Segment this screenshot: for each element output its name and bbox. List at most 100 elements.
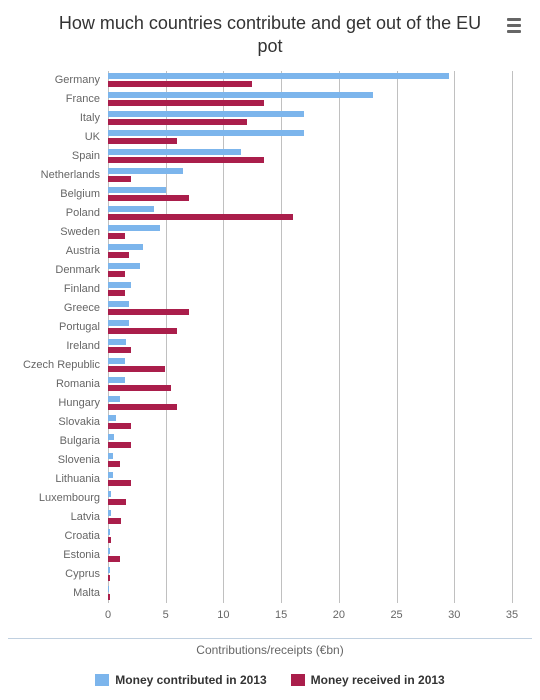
bar-contributed[interactable]: [108, 187, 166, 193]
bar-contributed[interactable]: [108, 586, 109, 592]
country-row: Sweden: [108, 223, 512, 242]
bar-contributed[interactable]: [108, 472, 113, 478]
x-tick-label: 0: [105, 609, 111, 621]
country-row: Belgium: [108, 185, 512, 204]
bar-contributed[interactable]: [108, 130, 304, 136]
bar-contributed[interactable]: [108, 149, 241, 155]
bar-contributed[interactable]: [108, 434, 114, 440]
country-row: UK: [108, 128, 512, 147]
bar-contributed[interactable]: [108, 529, 110, 535]
bar-received[interactable]: [108, 233, 125, 239]
bar-received[interactable]: [108, 480, 131, 486]
bar-contributed[interactable]: [108, 263, 140, 269]
bar-received[interactable]: [108, 594, 110, 600]
bar-received[interactable]: [108, 385, 171, 391]
country-label: Slovakia: [58, 416, 100, 428]
country-label: Hungary: [58, 397, 100, 409]
x-tick-label: 35: [506, 609, 518, 621]
bar-received[interactable]: [108, 442, 131, 448]
country-row: France: [108, 90, 512, 109]
country-label: Croatia: [65, 530, 100, 542]
bar-contributed[interactable]: [108, 567, 110, 573]
bar-received[interactable]: [108, 271, 125, 277]
country-row: Poland: [108, 204, 512, 223]
bar-received[interactable]: [108, 328, 177, 334]
bar-received[interactable]: [108, 404, 177, 410]
country-label: UK: [85, 131, 100, 143]
bar-contributed[interactable]: [108, 358, 125, 364]
country-row: Romania: [108, 375, 512, 394]
bar-received[interactable]: [108, 290, 125, 296]
bar-received[interactable]: [108, 518, 121, 524]
bar-received[interactable]: [108, 366, 165, 372]
legend-label: Money received in 2013: [311, 673, 445, 687]
country-row: Croatia: [108, 527, 512, 546]
bar-received[interactable]: [108, 499, 126, 505]
x-axis-title: Contributions/receipts (€bn): [8, 643, 532, 657]
country-row: Slovenia: [108, 451, 512, 470]
bar-received[interactable]: [108, 537, 111, 543]
bar-contributed[interactable]: [108, 225, 160, 231]
bar-contributed[interactable]: [108, 453, 113, 459]
bar-contributed[interactable]: [108, 320, 129, 326]
country-label: Finland: [64, 283, 100, 295]
country-label: Germany: [55, 74, 100, 86]
bar-contributed[interactable]: [108, 282, 131, 288]
bar-contributed[interactable]: [108, 491, 111, 497]
country-row: Estonia: [108, 546, 512, 565]
country-row: Luxembourg: [108, 489, 512, 508]
bar-contributed[interactable]: [108, 396, 120, 402]
bar-contributed[interactable]: [108, 92, 373, 98]
bar-contributed[interactable]: [108, 339, 126, 345]
bar-received[interactable]: [108, 347, 131, 353]
bar-received[interactable]: [108, 252, 129, 258]
country-label: Bulgaria: [60, 435, 100, 447]
country-label: Romania: [56, 378, 100, 390]
country-row: Cyprus: [108, 565, 512, 584]
bar-contributed[interactable]: [108, 301, 129, 307]
bar-received[interactable]: [108, 556, 120, 562]
country-row: Denmark: [108, 261, 512, 280]
country-label: Denmark: [55, 264, 100, 276]
bar-contributed[interactable]: [108, 415, 116, 421]
bar-received[interactable]: [108, 195, 189, 201]
bar-contributed[interactable]: [108, 548, 110, 554]
country-label: Malta: [73, 587, 100, 599]
country-label: Poland: [66, 207, 100, 219]
chart-plot-area: 05101520253035GermanyFranceItalyUKSpainN…: [108, 71, 512, 603]
legend-label: Money contributed in 2013: [115, 673, 266, 687]
chart-legend: Money contributed in 2013 Money received …: [8, 673, 532, 687]
legend-swatch: [95, 674, 109, 686]
bar-received[interactable]: [108, 138, 177, 144]
bar-contributed[interactable]: [108, 168, 183, 174]
country-label: Latvia: [71, 511, 100, 523]
bar-received[interactable]: [108, 423, 131, 429]
chart-menu-icon[interactable]: [502, 14, 526, 36]
bar-received[interactable]: [108, 81, 252, 87]
legend-swatch: [291, 674, 305, 686]
bar-received[interactable]: [108, 119, 247, 125]
bar-received[interactable]: [108, 575, 110, 581]
bar-received[interactable]: [108, 461, 120, 467]
legend-item-contributed[interactable]: Money contributed in 2013: [95, 673, 266, 687]
country-row: Italy: [108, 109, 512, 128]
country-label: Portugal: [59, 321, 100, 333]
bar-received[interactable]: [108, 309, 189, 315]
bar-received[interactable]: [108, 176, 131, 182]
country-label: Belgium: [60, 188, 100, 200]
country-row: Portugal: [108, 318, 512, 337]
bar-contributed[interactable]: [108, 73, 449, 79]
country-row: Ireland: [108, 337, 512, 356]
bar-contributed[interactable]: [108, 377, 125, 383]
bar-received[interactable]: [108, 214, 293, 220]
bar-received[interactable]: [108, 157, 264, 163]
bar-contributed[interactable]: [108, 111, 304, 117]
bar-contributed[interactable]: [108, 510, 111, 516]
bar-contributed[interactable]: [108, 206, 154, 212]
x-tick-label: 20: [333, 609, 345, 621]
bar-contributed[interactable]: [108, 244, 143, 250]
legend-item-received[interactable]: Money received in 2013: [291, 673, 445, 687]
country-label: Italy: [80, 112, 100, 124]
bar-received[interactable]: [108, 100, 264, 106]
country-row: Netherlands: [108, 166, 512, 185]
